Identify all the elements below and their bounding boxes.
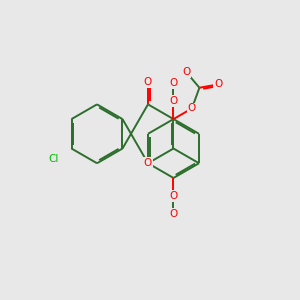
Text: O: O bbox=[169, 191, 178, 201]
Text: O: O bbox=[214, 80, 222, 89]
Text: Cl: Cl bbox=[48, 154, 58, 164]
Text: O: O bbox=[169, 209, 178, 219]
Text: O: O bbox=[182, 67, 190, 77]
Text: O: O bbox=[169, 96, 178, 106]
Text: O: O bbox=[144, 77, 152, 87]
Text: O: O bbox=[188, 103, 196, 113]
Text: O: O bbox=[169, 78, 178, 88]
Text: O: O bbox=[144, 158, 152, 168]
